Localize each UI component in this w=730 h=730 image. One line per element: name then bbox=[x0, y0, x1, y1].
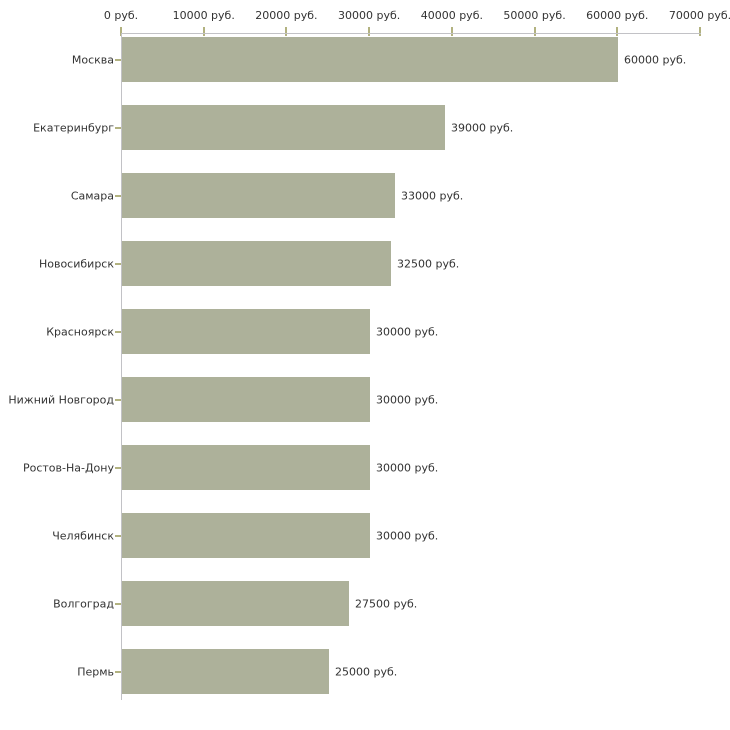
x-tick-mark bbox=[368, 27, 371, 36]
category-label: Красноярск bbox=[46, 325, 114, 338]
bar bbox=[122, 309, 370, 354]
bar bbox=[122, 105, 445, 150]
x-tick-mark bbox=[450, 27, 453, 36]
bar-value-label: 30000 руб. bbox=[376, 393, 439, 406]
bar-value-label: 39000 руб. bbox=[451, 121, 514, 134]
x-tick-label: 30000 руб. bbox=[338, 9, 401, 22]
x-tick-mark bbox=[616, 27, 619, 36]
bar-value-label: 33000 руб. bbox=[401, 189, 464, 202]
x-tick-mark bbox=[699, 27, 701, 36]
y-tick-mark bbox=[115, 126, 121, 129]
x-tick-mark bbox=[533, 27, 536, 36]
bar-value-label: 30000 руб. bbox=[376, 529, 439, 542]
x-tick-label: 10000 руб. bbox=[172, 9, 235, 22]
y-tick-mark bbox=[115, 262, 121, 265]
x-tick-label: 60000 руб. bbox=[586, 9, 649, 22]
y-tick-mark bbox=[115, 602, 121, 605]
x-tick-label: 70000 руб. bbox=[668, 9, 730, 22]
x-tick-label: 50000 руб. bbox=[503, 9, 566, 22]
y-tick-mark bbox=[115, 670, 121, 673]
x-tick-label: 40000 руб. bbox=[420, 9, 483, 22]
category-label: Екатеринбург bbox=[33, 121, 114, 134]
category-label: Самара bbox=[70, 189, 114, 202]
x-tick-mark bbox=[120, 27, 122, 36]
x-tick-label: 20000 руб. bbox=[255, 9, 318, 22]
x-tick-mark bbox=[202, 27, 205, 36]
category-label: Ростов-На-Дону bbox=[22, 461, 114, 474]
category-label: Нижний Новгород bbox=[8, 393, 114, 406]
y-tick-mark bbox=[115, 330, 121, 333]
x-tick-mark bbox=[285, 27, 288, 36]
bar bbox=[122, 241, 391, 286]
x-tick-label: 0 руб. bbox=[103, 9, 139, 22]
bar-value-label: 27500 руб. bbox=[355, 597, 418, 610]
y-axis-line bbox=[121, 33, 122, 700]
bar-value-label: 60000 руб. bbox=[624, 53, 687, 66]
bar-value-label: 25000 руб. bbox=[335, 665, 398, 678]
y-tick-mark bbox=[115, 398, 121, 401]
x-axis-line bbox=[121, 33, 701, 34]
bar bbox=[122, 37, 618, 82]
bar-value-label: 30000 руб. bbox=[376, 325, 439, 338]
bar bbox=[122, 173, 395, 218]
bar bbox=[122, 513, 370, 558]
category-label: Волгоград bbox=[53, 597, 114, 610]
y-tick-mark bbox=[115, 194, 121, 197]
bar bbox=[122, 377, 370, 422]
bar-value-label: 32500 руб. bbox=[397, 257, 460, 270]
y-tick-mark bbox=[115, 466, 121, 469]
bar bbox=[122, 649, 329, 694]
category-label: Новосибирск bbox=[38, 257, 114, 270]
category-label: Челябинск bbox=[52, 529, 114, 542]
category-label: Пермь bbox=[77, 665, 114, 678]
bar bbox=[122, 445, 370, 490]
category-label: Москва bbox=[71, 53, 114, 66]
y-tick-mark bbox=[115, 534, 121, 537]
bar bbox=[122, 581, 349, 626]
bar-value-label: 30000 руб. bbox=[376, 461, 439, 474]
y-tick-mark bbox=[115, 58, 121, 61]
